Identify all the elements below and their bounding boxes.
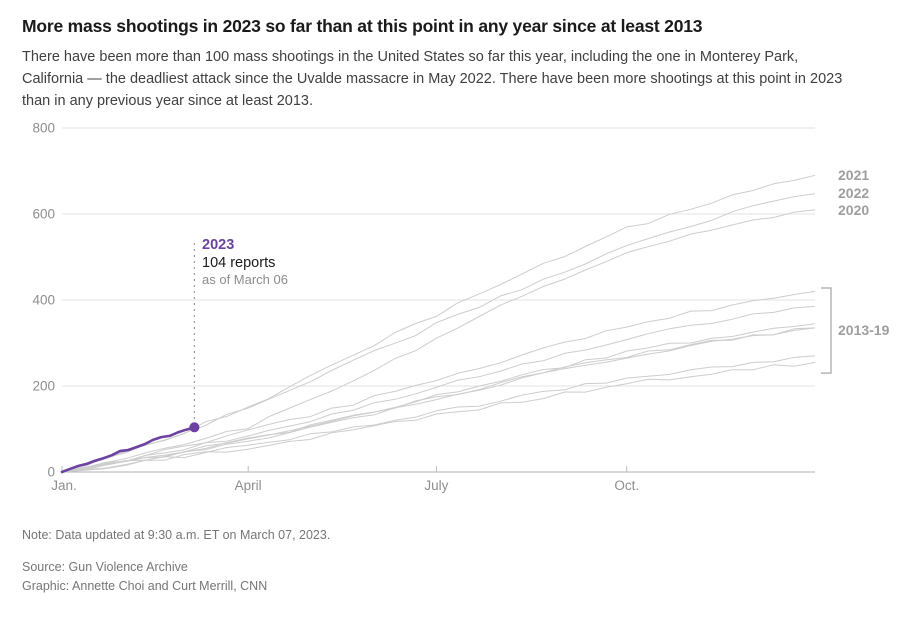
chart-footer: Note: Data updated at 9:30 a.m. ET on Ma… [0,527,909,596]
source-block: Source: Gun Violence Archive Graphic: An… [22,558,887,596]
y-axis-tick-label: 400 [32,293,55,308]
series-line-2020 [61,209,816,473]
annotation-reports-count: 104 reports [202,255,276,271]
series-label-2021: 2021 [838,167,870,183]
chart-header: More mass shootings in 2023 so far than … [0,0,909,112]
series-line-2023 [60,426,196,474]
series-label-2020: 2020 [838,202,870,218]
graphic-credit: Graphic: Annette Choi and Curt Merrill, … [22,579,268,593]
y-axis-tick-label: 800 [32,121,55,136]
data-note: Note: Data updated at 9:30 a.m. ET on Ma… [22,528,331,542]
y-axis-tick-label: 0 [47,465,55,480]
series-label-2022: 2022 [838,185,870,201]
x-axis-tick-label: Oct. [614,478,639,493]
series-line-2016 [61,305,816,473]
y-axis-tick-label: 200 [32,379,55,394]
bracket-2013-19 [821,287,832,374]
y-axis-tick-label: 600 [32,207,55,222]
series-line-2015 [61,327,816,473]
page-subtitle: There have been more than 100 mass shoot… [22,49,843,109]
series-line-2019 [61,290,816,473]
highlight-annotation: 2023 104 reports as of March 06 [202,237,342,288]
series-line-2022 [61,193,816,473]
series-line-2018 [61,327,816,473]
series-endpoint-dot-2023 [189,422,200,433]
series-label-2013-19: 2013-19 [838,322,890,338]
chart-area: 0 200 400 600 800 Jan. April July Oct. 2023 104 … [0,115,909,515]
chart-canvas: 0 200 400 600 800 Jan. April July Oct. [32,121,832,493]
page-title: More mass shootings in 2023 so far than … [22,16,703,36]
x-axis-tick-label: July [424,478,448,493]
annotation-year-label: 2023 [202,237,235,253]
x-axis-tick-label: Jan. [51,478,77,493]
series-line-2017 [61,323,816,473]
annotation-as-of-date: as of March 06 [202,272,288,287]
series-line-2021 [61,174,816,473]
source-credit: Source: Gun Violence Archive [22,560,188,574]
series-line-2014 [61,355,816,473]
series-line-2013 [61,361,816,473]
x-axis-tick-label: April [235,478,262,493]
